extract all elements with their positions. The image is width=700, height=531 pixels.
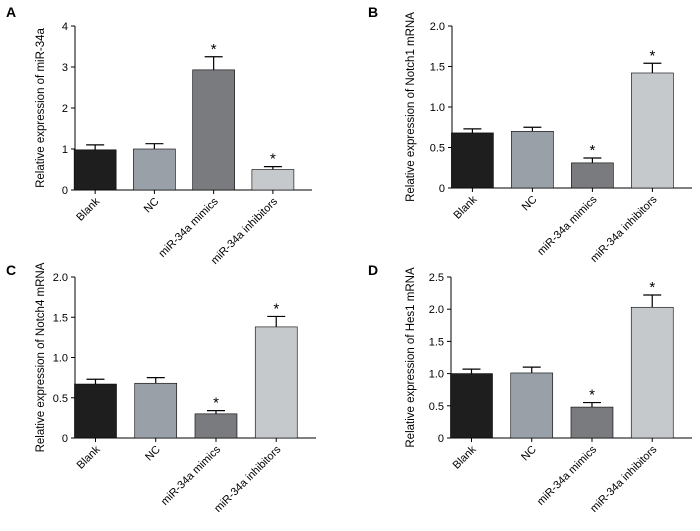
significance-star: * [649, 47, 655, 64]
bar-nc [511, 131, 554, 189]
y-tick-label: 0 [62, 433, 68, 445]
panel-letter: C [6, 262, 16, 278]
bar-mir-34a-mimics [571, 162, 614, 189]
x-category-label: miR-34a mimics [157, 195, 222, 260]
y-tick-label: 2.0 [53, 272, 68, 284]
bar-mir-34a-mimics [192, 69, 235, 191]
x-category-label: miR-34a inhibitors [212, 443, 284, 515]
bar-nc [134, 382, 178, 439]
x-category-label: miR-34a mimics [535, 193, 600, 258]
x-category-label: miR-34a inhibitors [588, 193, 660, 265]
x-category-label: NC [142, 196, 162, 216]
x-category-label: NC [520, 194, 540, 214]
bar-mir-34a-inhibitors [631, 72, 674, 189]
bar-nc [133, 148, 176, 191]
y-tick-label: 0 [438, 433, 444, 445]
x-category-label: miR-34a inhibitors [209, 195, 281, 267]
y-tick-label: 0.5 [429, 401, 444, 413]
panel-d: D 0 0.5 1.0 1.5 2.0 2.5 Relative expression of … [368, 262, 692, 515]
significance-star: * [273, 300, 279, 317]
y-tick-label: 3 [62, 62, 68, 74]
significance-star: * [649, 279, 655, 296]
y-tick-label: 1.5 [430, 62, 445, 74]
y-tick-label: 1 [62, 144, 68, 156]
x-category-label: Blank [452, 193, 480, 221]
significance-star: * [213, 395, 219, 412]
x-category-label: NC [143, 444, 163, 464]
y-tick-label: 1.5 [429, 336, 444, 348]
bar-blank [73, 149, 117, 191]
y-axis-title: Relative expression of miR-34a [35, 28, 47, 188]
bar-mir-34a-inhibitors [251, 169, 295, 191]
y-axis-title: Relative expression of Hes1 mRNA [405, 267, 417, 448]
y-tick-label: 1.5 [53, 312, 68, 324]
y-tick-label: 1.0 [429, 369, 444, 381]
bar-blank [450, 373, 493, 439]
panel-b: B 0 0.5 1.0 1.5 2.0 Relative expression of Not… [368, 4, 692, 265]
panel-c: C 0 0.5 1.0 1.5 2.0 Relative expression of Not… [6, 262, 316, 515]
x-category-label: Blank [75, 443, 103, 471]
panel-letter: D [368, 262, 378, 278]
bar-mir-34a-inhibitors [254, 326, 298, 439]
y-tick-label: 2.0 [430, 21, 445, 33]
panel-letter: A [6, 4, 16, 20]
x-category-label: NC [519, 444, 539, 464]
y-tick-label: 0 [62, 185, 68, 197]
significance-star: * [270, 151, 276, 168]
x-category-label: Blank [74, 195, 102, 223]
significance-star: * [589, 142, 595, 159]
x-category-label: miR-34a inhibitors [588, 443, 660, 515]
y-axis-title: Relative expression of Notch1 mRNA [405, 12, 417, 202]
x-category-label: miR-34a mimics [159, 443, 224, 508]
x-category-label: miR-34a mimics [535, 443, 600, 508]
y-tick-label: 0.5 [430, 143, 445, 155]
y-tick-label: 2 [62, 103, 68, 115]
bar-blank [74, 383, 117, 439]
y-tick-label: 2.5 [429, 272, 444, 284]
x-category-label: Blank [451, 443, 479, 471]
y-tick-label: 1.0 [53, 353, 68, 365]
y-tick-label: 4 [62, 21, 68, 33]
bar-blank [451, 132, 494, 189]
y-tick-label: 2.0 [429, 304, 444, 316]
panel-letter: B [368, 4, 378, 20]
bar-nc [510, 372, 554, 439]
y-tick-label: 0 [439, 183, 445, 195]
panel-a: A 0 1 2 3 4 Relative expression of miR-34a Blan… [6, 4, 312, 267]
significance-star: * [589, 387, 595, 404]
bar-mir-34a-mimics [194, 413, 238, 439]
y-axis-title: Relative expression of Notch4 mRNA [35, 262, 47, 452]
y-tick-label: 0.5 [53, 393, 68, 405]
bar-mir-34a-mimics [570, 406, 614, 439]
significance-star: * [211, 41, 217, 58]
bar-mir-34a-inhibitors [630, 306, 674, 439]
y-tick-label: 1.0 [430, 102, 445, 114]
